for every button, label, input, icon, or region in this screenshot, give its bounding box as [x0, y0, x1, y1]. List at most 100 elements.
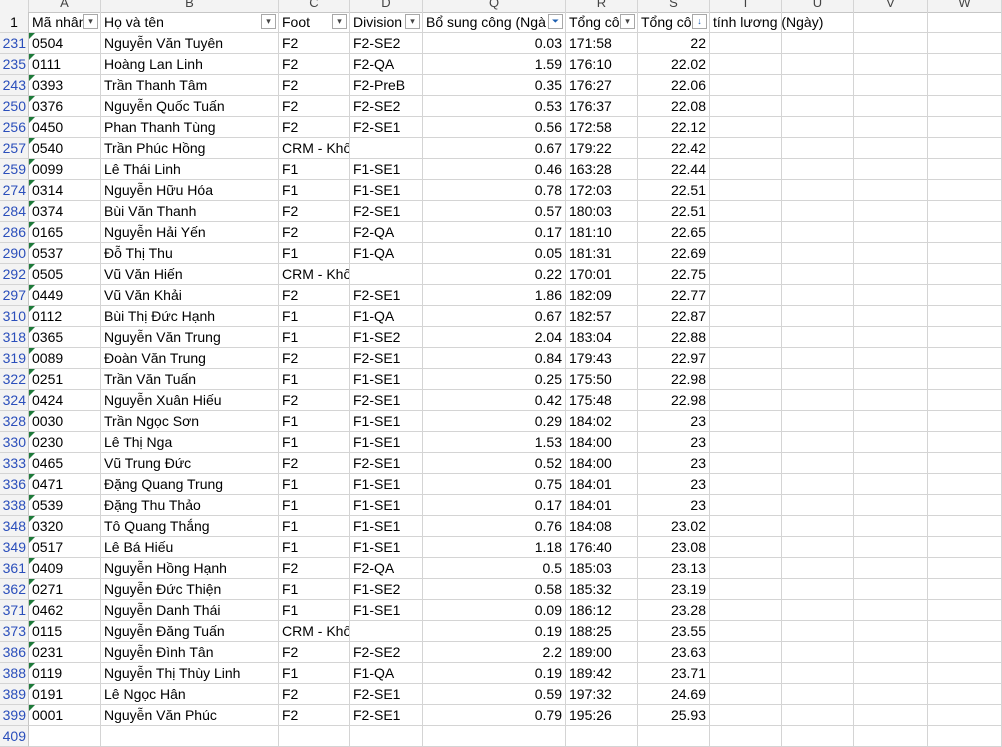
row-number[interactable]: 243 [0, 75, 29, 96]
employee-id-cell[interactable]: 0320 [29, 516, 101, 537]
employee-id-cell[interactable]: 0191 [29, 684, 101, 705]
bonus-workdays-cell[interactable]: 1.18 [423, 537, 566, 558]
total-hours-cell[interactable]: 176:40 [566, 537, 638, 558]
bonus-workdays-cell[interactable]: 0.67 [423, 306, 566, 327]
foot-cell[interactable]: F1 [279, 180, 350, 201]
row-number[interactable]: 310 [0, 306, 29, 327]
empty-cell[interactable] [854, 558, 928, 579]
row-number[interactable]: 361 [0, 558, 29, 579]
empty-cell[interactable] [928, 684, 1002, 705]
employee-name-cell[interactable]: Nguyễn Xuân Hiếu [101, 390, 279, 411]
employee-id-cell[interactable]: 0365 [29, 327, 101, 348]
empty-cell[interactable] [638, 726, 710, 747]
employee-name-cell[interactable]: Lê Ngọc Hân [101, 684, 279, 705]
employee-id-cell[interactable]: 0504 [29, 33, 101, 54]
empty-cell[interactable] [854, 432, 928, 453]
empty-cell[interactable] [710, 201, 782, 222]
total-workdays-cell[interactable]: 22.42 [638, 138, 710, 159]
empty-cell[interactable] [782, 579, 854, 600]
foot-cell[interactable]: F2 [279, 684, 350, 705]
foot-cell[interactable]: CRM - Khố [279, 264, 350, 285]
total-workdays-cell[interactable]: 23.13 [638, 558, 710, 579]
empty-cell[interactable] [710, 369, 782, 390]
employee-name-cell[interactable]: Trần Thanh Tâm [101, 75, 279, 96]
empty-cell[interactable] [854, 54, 928, 75]
column-header-q[interactable]: Q [423, 0, 566, 12]
total-hours-cell[interactable]: 182:57 [566, 306, 638, 327]
row-number[interactable]: 386 [0, 642, 29, 663]
employee-id-cell[interactable]: 0449 [29, 285, 101, 306]
employee-id-cell[interactable]: 0540 [29, 138, 101, 159]
employee-id-cell[interactable]: 0376 [29, 96, 101, 117]
empty-cell[interactable] [710, 390, 782, 411]
bonus-workdays-cell[interactable]: 0.5 [423, 558, 566, 579]
total-hours-cell[interactable]: 185:03 [566, 558, 638, 579]
header-cell-r[interactable]: Tổng cô ▾ [566, 12, 638, 33]
empty-cell[interactable] [782, 600, 854, 621]
foot-cell[interactable]: F1 [279, 579, 350, 600]
empty-cell[interactable] [710, 306, 782, 327]
bonus-workdays-cell[interactable]: 0.17 [423, 495, 566, 516]
filter-dropdown-arrow-icon[interactable]: ▾ [332, 14, 347, 29]
division-cell[interactable]: F2-SE1 [350, 201, 423, 222]
total-hours-cell[interactable]: 189:42 [566, 663, 638, 684]
empty-cell[interactable] [710, 621, 782, 642]
foot-cell[interactable]: F1 [279, 411, 350, 432]
employee-name-cell[interactable]: Nguyễn Đức Thiện [101, 579, 279, 600]
total-hours-cell[interactable]: 179:22 [566, 138, 638, 159]
total-workdays-cell[interactable]: 22.88 [638, 327, 710, 348]
total-workdays-cell[interactable]: 22.77 [638, 285, 710, 306]
empty-cell[interactable] [710, 474, 782, 495]
employee-id-cell[interactable]: 0471 [29, 474, 101, 495]
division-cell[interactable]: F1-SE1 [350, 411, 423, 432]
employee-id-cell[interactable]: 0539 [29, 495, 101, 516]
total-hours-cell[interactable]: 175:48 [566, 390, 638, 411]
bonus-workdays-cell[interactable]: 0.42 [423, 390, 566, 411]
employee-name-cell[interactable]: Vũ Văn Hiến [101, 264, 279, 285]
total-hours-cell[interactable]: 181:10 [566, 222, 638, 243]
header-cell-d[interactable]: Division ▾ [350, 12, 423, 33]
bonus-workdays-cell[interactable]: 0.52 [423, 453, 566, 474]
division-cell[interactable]: F1-SE1 [350, 600, 423, 621]
foot-cell[interactable]: F1 [279, 159, 350, 180]
empty-cell[interactable] [928, 600, 1002, 621]
total-workdays-cell[interactable]: 23.63 [638, 642, 710, 663]
empty-cell[interactable] [29, 726, 101, 747]
total-workdays-cell[interactable]: 22 [638, 33, 710, 54]
total-hours-cell[interactable]: 184:02 [566, 411, 638, 432]
filter-dropdown-arrow-icon[interactable]: ▾ [83, 14, 98, 29]
empty-cell[interactable] [854, 537, 928, 558]
division-cell[interactable]: F2-QA [350, 222, 423, 243]
division-cell[interactable]: F2-PreB [350, 75, 423, 96]
empty-cell[interactable] [928, 285, 1002, 306]
empty-cell[interactable] [854, 222, 928, 243]
total-hours-cell[interactable]: 184:01 [566, 495, 638, 516]
empty-cell[interactable] [350, 726, 423, 747]
empty-cell[interactable] [928, 327, 1002, 348]
total-hours-cell[interactable]: 189:00 [566, 642, 638, 663]
employee-name-cell[interactable]: Lê Thị Nga [101, 432, 279, 453]
bonus-workdays-cell[interactable]: 0.29 [423, 411, 566, 432]
total-hours-cell[interactable]: 182:09 [566, 285, 638, 306]
empty-cell[interactable] [928, 621, 1002, 642]
division-cell[interactable] [350, 138, 423, 159]
row-number[interactable]: 399 [0, 705, 29, 726]
foot-cell[interactable]: F2 [279, 117, 350, 138]
row-number[interactable]: 388 [0, 663, 29, 684]
division-cell[interactable]: F1-SE1 [350, 474, 423, 495]
foot-cell[interactable]: F1 [279, 243, 350, 264]
empty-cell[interactable] [854, 243, 928, 264]
foot-cell[interactable]: F1 [279, 369, 350, 390]
empty-cell[interactable] [782, 117, 854, 138]
row-number[interactable]: 324 [0, 390, 29, 411]
division-cell[interactable]: F2-SE1 [350, 705, 423, 726]
employee-name-cell[interactable]: Nguyễn Danh Thái [101, 600, 279, 621]
empty-cell[interactable] [782, 138, 854, 159]
bonus-workdays-cell[interactable]: 1.53 [423, 432, 566, 453]
foot-cell[interactable]: CRM - Khố [279, 138, 350, 159]
employee-name-cell[interactable]: Vũ Trung Đức [101, 453, 279, 474]
row-number[interactable]: 297 [0, 285, 29, 306]
division-cell[interactable]: F2-SE1 [350, 285, 423, 306]
total-workdays-cell[interactable]: 22.69 [638, 243, 710, 264]
empty-cell[interactable] [928, 201, 1002, 222]
